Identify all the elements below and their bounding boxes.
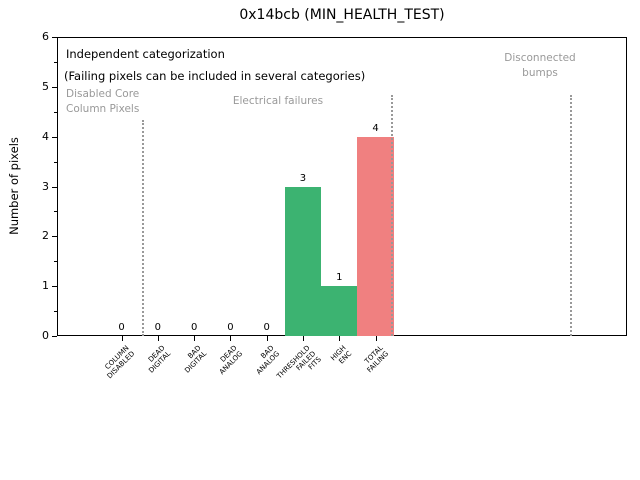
x-axis-tick [157, 336, 159, 341]
y-tick-label: 6 [42, 30, 49, 43]
bar-value-label: 0 [227, 322, 234, 333]
x-axis-tick [302, 336, 304, 341]
bar-value-label: 0 [118, 322, 125, 333]
bar [284, 186, 322, 336]
y-axis-tick [52, 286, 57, 288]
section-label-electrical-failures: Electrical failures [232, 95, 324, 107]
bar-value-label: 0 [154, 322, 162, 333]
y-tick-label: 4 [42, 129, 49, 143]
x-axis-tick [194, 336, 196, 341]
y-tick-label: 0 [42, 329, 49, 342]
section-label-disconnected-bumps: Disconnected bumps [504, 52, 576, 79]
bar [357, 136, 394, 336]
y-axis-tick [52, 236, 57, 238]
y-tick-label: 2 [42, 229, 49, 243]
section-label-disabled-core-column-pixels: Disabled Core Column Pixels [66, 88, 140, 115]
x-axis-tick [121, 336, 123, 341]
bar-value-label: 0 [190, 322, 198, 333]
separator-line [390, 94, 393, 336]
y-axis-minor-tick [54, 311, 57, 313]
y-axis-tick [52, 186, 57, 188]
x-axis-tick [266, 336, 268, 341]
y-axis-minor-tick [54, 111, 57, 113]
separator-line [141, 120, 144, 336]
y-axis-minor-tick [54, 211, 57, 213]
x-axis-tick [339, 336, 341, 341]
bar [321, 286, 358, 336]
x-axis-tick [375, 336, 377, 341]
bar-value-label: 3 [299, 172, 307, 184]
y-axis-minor-tick [54, 261, 57, 263]
y-axis-tick [52, 37, 57, 38]
y-axis-minor-tick [54, 61, 57, 63]
annotation-independent-categorization: Independent categorization [66, 47, 225, 61]
y-axis-tick [52, 136, 57, 138]
bar-value-label: 4 [372, 122, 379, 134]
x-axis-tick [230, 336, 232, 341]
y-tick-label: 5 [42, 79, 49, 93]
y-axis-tick [52, 86, 57, 88]
y-axis-minor-tick [54, 161, 57, 163]
y-tick-label: 3 [42, 179, 49, 193]
chart-title: 0x14bcb (MIN_HEALTH_TEST) [239, 7, 445, 23]
y-axis-tick [52, 336, 57, 337]
annotation-failing-pixels-note: (Failing pixels can be included in sever… [64, 69, 366, 83]
bar-value-label: 1 [336, 272, 343, 284]
y-tick-label: 1 [42, 279, 49, 293]
bar-value-label: 0 [263, 322, 270, 333]
separator-line [569, 94, 572, 336]
